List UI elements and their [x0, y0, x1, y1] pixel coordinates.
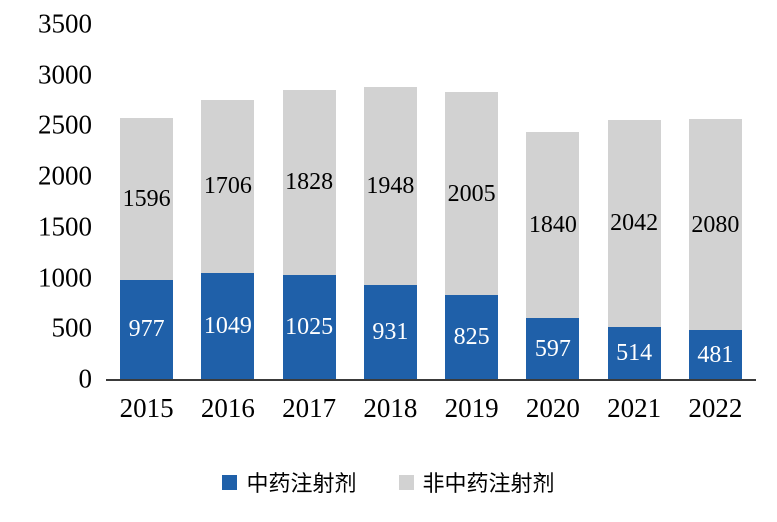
legend-item-1: 非中药注射剂	[398, 466, 555, 498]
x-tick-label-2021: 2021	[607, 393, 662, 423]
y-tick-label: 2500	[38, 109, 92, 140]
y-tick-label: 500	[51, 312, 93, 343]
bar-segment-tcm-2019: 825	[445, 295, 499, 379]
bar-segment-tcm-2020: 597	[526, 318, 580, 379]
bar-segment-tcm-2022: 481	[688, 330, 742, 379]
x-tick-label-2020: 2020	[525, 393, 580, 423]
bar-value-label: 1840	[528, 212, 577, 239]
y-tick-label: 0	[78, 363, 93, 394]
stacked-bar-2016: 1706 1049	[201, 99, 255, 379]
bar-slot-2021: 2042 514	[594, 24, 675, 379]
y-tick-label: 1000	[38, 262, 92, 293]
bar-slot-2019: 2005 825	[431, 24, 512, 379]
bar-segment-nontcm-2018: 1948	[363, 87, 417, 285]
bar-value-label: 931	[372, 318, 409, 345]
bar-value-label: 1049	[203, 312, 252, 339]
bar-value-label: 1828	[285, 169, 334, 196]
bar-value-label: 1596	[122, 185, 171, 212]
x-tick-label-2016: 2016	[200, 393, 255, 423]
x-axis-labels: 2015 2016 2017 2018 2019 2020 2021 2022	[106, 381, 756, 424]
bar-slot-2018: 1948 931	[350, 24, 431, 379]
plot: 1596 977 1706 1049 1828 1025 1948 931 2005 825 184…	[106, 24, 756, 424]
bar-segment-nontcm-2022: 2080	[688, 119, 742, 331]
bar-segment-tcm-2016: 1049	[201, 272, 255, 379]
bar-value-label: 2005	[447, 180, 496, 207]
bar-value-label: 1025	[285, 314, 334, 341]
legend: 中药注射剂 非中药注射剂	[0, 466, 777, 498]
bar-segment-nontcm-2015: 1596	[120, 118, 174, 280]
plot-row: 0 500 1000 1500 2000 2500 3000 3500 1596 977 1706…	[14, 10, 756, 424]
y-tick-label: 2000	[38, 160, 92, 191]
stacked-bar-2019: 2005 825	[445, 91, 499, 379]
chart-area: 0 500 1000 1500 2000 2500 3000 3500 1596 977 1706…	[14, 10, 756, 424]
bar-segment-nontcm-2021: 2042	[607, 119, 661, 327]
bar-segment-nontcm-2017: 1828	[282, 89, 336, 276]
bar-value-label: 1948	[366, 172, 415, 199]
x-tick-label-2019: 2019	[444, 393, 499, 423]
legend-swatch-icon	[398, 474, 414, 490]
bar-value-label: 825	[453, 324, 490, 351]
legend-swatch-icon	[222, 474, 238, 490]
bar-value-label: 2042	[610, 210, 659, 237]
stacked-bar-2020: 1840 597	[526, 131, 580, 379]
y-axis: 0 500 1000 1500 2000 2500 3000 3500	[14, 10, 106, 392]
bar-slot-2022: 2080 481	[675, 24, 756, 379]
bar-segment-nontcm-2020: 1840	[526, 131, 580, 319]
stacked-bar-2018: 1948 931	[363, 87, 417, 379]
x-tick-label-2015: 2015	[119, 393, 174, 423]
bar-value-label: 597	[534, 335, 571, 362]
x-tick-label-2017: 2017	[282, 393, 337, 423]
stacked-bar-2021: 2042 514	[607, 119, 661, 379]
y-tick-label: 3000	[38, 59, 92, 90]
bars-container: 1596 977 1706 1049 1828 1025 1948 931 2005 825 184…	[106, 24, 756, 381]
bar-value-label: 977	[128, 316, 165, 343]
legend-item-0: 中药注射剂	[222, 466, 357, 498]
bar-segment-nontcm-2016: 1706	[201, 99, 255, 273]
bar-segment-tcm-2017: 1025	[282, 275, 336, 379]
y-tick-label: 3500	[38, 8, 92, 39]
legend-label: 非中药注射剂	[422, 471, 555, 496]
stacked-bar-2022: 2080 481	[688, 119, 742, 379]
stacked-bar-2015: 1596 977	[120, 118, 174, 379]
bar-value-label: 481	[697, 341, 734, 368]
bar-value-label: 1706	[203, 173, 252, 200]
x-tick-label-2022: 2022	[688, 393, 743, 423]
bar-slot-2020: 1840 597	[512, 24, 593, 379]
y-tick-label: 1500	[38, 211, 92, 242]
bar-segment-tcm-2018: 931	[363, 284, 417, 379]
bar-segment-tcm-2021: 514	[607, 326, 661, 379]
bar-segment-nontcm-2019: 2005	[445, 91, 499, 296]
stacked-bar-2017: 1828 1025	[282, 89, 336, 379]
bar-slot-2015: 1596 977	[106, 24, 187, 379]
bar-slot-2016: 1706 1049	[187, 24, 268, 379]
bar-value-label: 514	[616, 339, 653, 366]
bar-segment-tcm-2015: 977	[120, 279, 174, 379]
bar-value-label: 2080	[691, 211, 740, 238]
x-tick-label-2018: 2018	[363, 393, 418, 423]
bar-slot-2017: 1828 1025	[269, 24, 350, 379]
legend-label: 中药注射剂	[246, 471, 357, 496]
